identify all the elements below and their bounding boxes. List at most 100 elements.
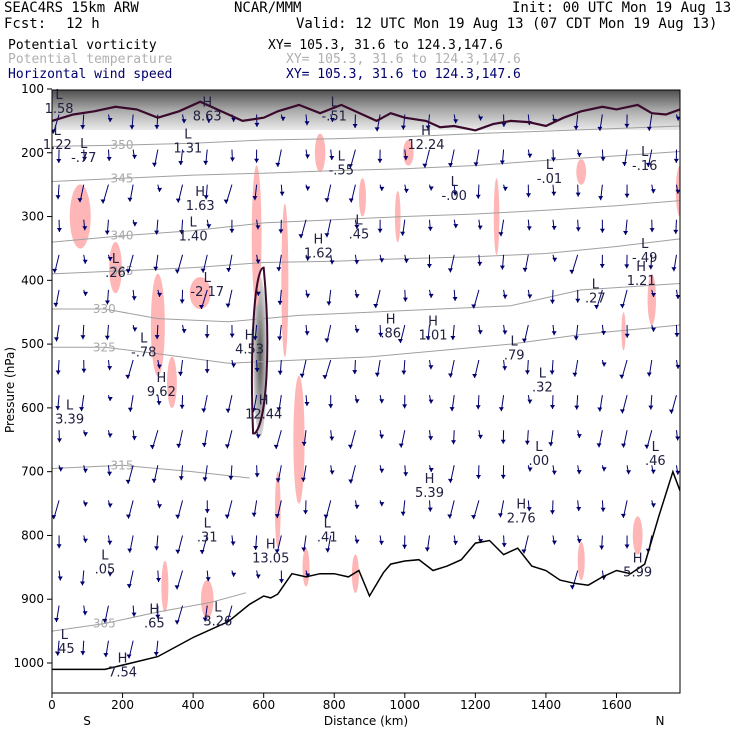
isentrope-line — [52, 238, 680, 275]
wind-vector-head — [155, 614, 161, 619]
wind-vector-head — [107, 572, 113, 577]
wind-vector-head — [174, 585, 180, 590]
wind-vector-head — [305, 154, 311, 159]
isentrope-line — [52, 125, 680, 147]
extremum-value: -.51 — [322, 109, 347, 124]
wind-vector-head — [575, 227, 581, 232]
wind-vector-head — [576, 152, 582, 157]
wind-vector-head — [83, 502, 89, 507]
wind-vector-head — [305, 186, 311, 191]
extremum-value: -.16 — [632, 159, 657, 174]
wind-vector-head — [322, 375, 328, 380]
wind-vector-head — [498, 232, 504, 237]
wind-vector-head — [379, 468, 385, 473]
pv-fill-region — [621, 312, 626, 351]
wind-vector-head — [104, 300, 110, 305]
wind-vector-head — [620, 443, 626, 448]
wind-vector-head — [403, 258, 409, 263]
wind-vector-head — [427, 226, 433, 231]
wind-vector-head — [551, 470, 557, 475]
extremum-value: 1.21 — [627, 274, 656, 289]
wind-vector-head — [549, 299, 555, 304]
extremum-value: -.49 — [632, 251, 657, 266]
wind-vector-head — [278, 229, 284, 234]
wind-vector-head — [53, 337, 59, 342]
wind-vector-head — [354, 328, 360, 333]
wind-vector-head — [527, 153, 533, 158]
wind-vector-head — [53, 618, 59, 623]
isentrope-label: 335 — [111, 264, 134, 278]
extremum-value: 5.99 — [623, 566, 652, 581]
wind-vector-head — [524, 370, 530, 375]
wind-vector-head — [502, 330, 508, 335]
wind-vector-head — [305, 573, 311, 578]
extremum-value: -.00 — [442, 189, 467, 204]
wind-vector-head — [125, 514, 131, 519]
isentrope-label: 305 — [93, 616, 116, 630]
wind-vector-head — [573, 125, 579, 130]
wind-vector-head — [107, 397, 113, 402]
wind-vector-head — [422, 163, 428, 168]
wind-vector-head — [225, 408, 231, 413]
wind-vector-head — [104, 230, 110, 235]
wind-vector-head — [252, 336, 258, 341]
wind-vector-head — [326, 301, 332, 306]
pv-fill-region — [281, 203, 289, 358]
wind-vector-head — [377, 158, 383, 163]
wind-vector-head — [668, 409, 674, 414]
wind-vector-head — [52, 129, 56, 134]
wind-vector-head — [127, 407, 133, 412]
wind-vector-head — [156, 364, 162, 369]
wind-vector-head — [177, 371, 183, 376]
wind-vector-head — [323, 514, 329, 519]
wind-vector-head — [324, 233, 330, 238]
extremum-value: 13.05 — [252, 551, 289, 566]
wind-vector-head — [82, 611, 88, 616]
wind-vector-head — [428, 365, 434, 370]
pv-fill-region — [189, 277, 211, 310]
wind-vector-head — [548, 442, 554, 447]
plot-frame — [51, 89, 681, 694]
extremum-value: .32 — [532, 381, 553, 396]
wind-vector-head — [549, 510, 555, 515]
stratospheric-pv-shading — [52, 90, 680, 130]
wind-vector-head — [252, 196, 258, 201]
wind-vector-head — [425, 336, 431, 341]
extremum-symbol: H — [149, 603, 159, 618]
wind-vector-head — [374, 372, 380, 377]
wind-vector-head — [255, 574, 261, 579]
wind-vector-head — [521, 549, 527, 554]
wind-vector-head — [255, 434, 261, 439]
institution-label: NCAR/MMM — [234, 0, 302, 16]
wind-vector-head — [624, 123, 630, 128]
wind-vector-head — [447, 268, 453, 273]
wind-vector-head — [502, 294, 508, 299]
wind-vector-head — [106, 156, 112, 161]
extremum-value: 1.01 — [419, 328, 448, 343]
y-tick-label: 700 — [21, 465, 44, 479]
pv-fill-region — [302, 548, 310, 587]
wind-vector-head — [473, 162, 479, 167]
wind-vector-head — [82, 156, 88, 161]
wind-vector-head — [151, 162, 157, 167]
wind-vector-head — [125, 269, 131, 274]
x-axis-title: Distance (km) — [324, 714, 408, 728]
wind-vector-head — [354, 260, 360, 265]
wind-vector-head — [275, 162, 281, 167]
extremum-symbol: L — [55, 88, 63, 103]
x-tick-label: 0 — [48, 698, 56, 712]
x-tick-label: 800 — [323, 698, 346, 712]
wind-vector-head — [601, 330, 607, 335]
wind-vector-head — [501, 543, 507, 548]
wind-vector-head — [305, 293, 311, 298]
extremum-symbol: H — [266, 537, 276, 552]
wind-vector-head — [131, 296, 137, 301]
wind-vector-head — [619, 374, 625, 379]
terrain-line — [52, 469, 680, 671]
wind-vector-head — [254, 473, 260, 478]
wind-vector-head — [279, 579, 285, 584]
wind-vector-head — [154, 546, 160, 551]
wind-vector-head — [174, 269, 180, 274]
wind-vector-head — [77, 198, 83, 203]
pv-fill-region — [251, 165, 262, 307]
